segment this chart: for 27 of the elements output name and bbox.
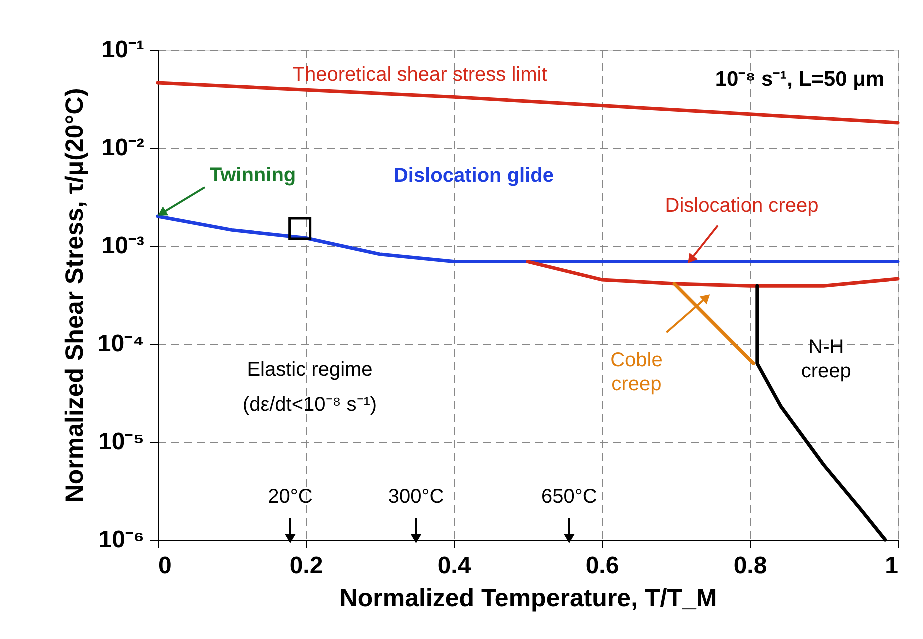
- annotation: 300°C: [388, 486, 444, 508]
- x-axis-title: Normalized Temperature, T/T_M: [340, 584, 718, 612]
- y-tick-label: 10⁻⁵: [98, 428, 144, 456]
- series-label: N-H creep: [801, 336, 852, 383]
- line-series: [526, 260, 900, 288]
- x-tick-label: 0: [158, 552, 172, 580]
- series-label: Theoretical shear stress limit: [292, 64, 548, 86]
- x-tick-label: 0.8: [734, 552, 768, 580]
- x-tick-label: 0.2: [290, 552, 324, 580]
- annotation: 20°C: [268, 486, 313, 508]
- y-tick-label: 10⁻²: [102, 134, 145, 162]
- annotation: Elastic regime: [247, 359, 373, 381]
- y-axis-title: Normalized Shear Stress, τ/μ(20°C): [60, 88, 89, 503]
- y-tick-label: 10⁻¹: [102, 36, 145, 64]
- text: Dislocation creep: [665, 194, 819, 217]
- annotation: 10⁻⁸ s⁻¹, L=50 μm: [715, 68, 885, 91]
- annotation: (dε/dt<10⁻⁸ s⁻¹): [242, 394, 378, 416]
- x-tick-label: 0.6: [586, 552, 620, 580]
- x-tick-label: 0.4: [438, 552, 472, 580]
- text: Coble creep: [610, 350, 663, 396]
- annotation: Twinning: [210, 164, 296, 186]
- y-tick-label: 10⁻⁴: [98, 330, 144, 358]
- text: Dislocation glide: [394, 164, 554, 187]
- y-tick-label: 10⁻⁶: [98, 526, 144, 554]
- x-tick-label: 1: [885, 552, 898, 580]
- y-tick-label: 10⁻³: [102, 232, 145, 260]
- annotation: 650°C: [542, 486, 598, 508]
